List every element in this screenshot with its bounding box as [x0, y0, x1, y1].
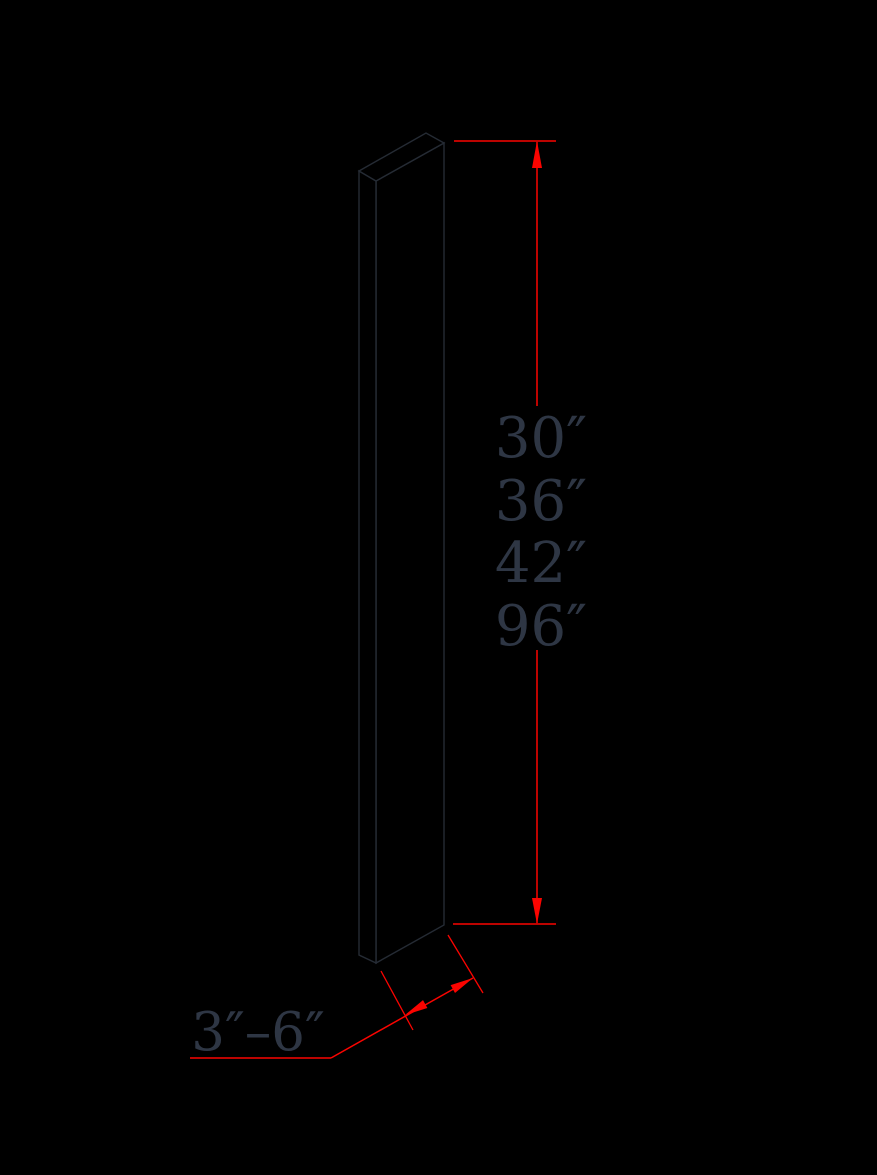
board-front-face	[375, 141, 445, 965]
width-label: 3″–6″	[191, 1002, 325, 1063]
filler-board	[357, 132, 446, 965]
height-label-42: 42″	[495, 531, 587, 596]
width-extension-tick-left	[380, 970, 414, 1031]
height-label-36: 36″	[495, 469, 587, 534]
down-arrowhead-icon	[532, 898, 542, 924]
up-arrowhead-icon	[532, 141, 542, 168]
height-dimension: 30″ 36″ 42″ 96″	[453, 140, 587, 925]
width-extension-tick-right	[447, 934, 484, 994]
board-top-face	[357, 132, 446, 182]
height-label-96: 96″	[495, 594, 587, 659]
height-label-30: 30″	[495, 406, 587, 471]
up-right-arrowhead-icon	[450, 978, 473, 993]
width-dimension-leader-line	[330, 977, 474, 1059]
width-dimension: 3″–6″	[190, 934, 484, 1063]
down-left-arrowhead-icon	[405, 1000, 428, 1015]
board-side-face	[358, 169, 377, 965]
